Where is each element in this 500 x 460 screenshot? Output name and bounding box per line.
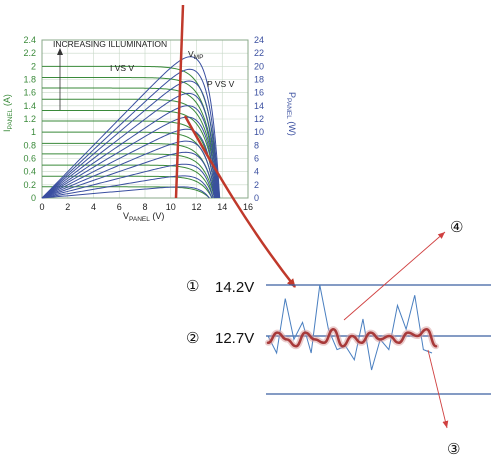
x-tick-label: 8 [142,202,147,212]
level-label-2: 12.7V [215,330,254,347]
y-right-tick-label: 6 [254,154,259,164]
vmp-label-sub: MP [194,54,204,61]
y-right-tick-label: 12 [254,114,264,124]
smoothed-voltage-signal [265,326,439,350]
y-right-axis-title-main: P [287,92,297,98]
iv-curve [42,109,218,199]
y-left-tick-label: 0.8 [23,140,36,150]
level-marker-1: ① [186,277,199,295]
y-right-tick-label: 4 [254,167,259,177]
y-right-tick-label: 24 [254,35,264,45]
y-right-tick-label: 22 [254,48,264,58]
level-marker-2: ② [186,329,199,347]
vmp-label-main: V [188,49,194,59]
callout-arrow-down [427,349,449,429]
y-right-tick-label: 0 [254,193,259,203]
smoothed-signal-line [266,327,438,348]
iv-curve [42,120,217,199]
pv-curve [41,105,218,199]
vmp-label: VMP [188,49,203,61]
iv-curve [42,142,216,199]
x-tick-label: 6 [117,202,122,212]
iv-curve [42,186,210,199]
iv-pv-chart-frame [41,39,249,199]
iv-curve [41,77,220,199]
iv-curve [42,131,217,199]
x-tick-label: 14 [217,202,227,212]
y-right-tick-label: 16 [254,88,264,98]
y-right-axis-title-unit: (W) [287,119,297,136]
y-left-tick-label: 1.2 [23,114,36,124]
y-right-axis-title: PPANEL (W) [285,92,297,136]
x-axis-title: VPANEL (V) [123,211,164,223]
y-left-axis-title: IPANEL (A) [2,94,14,132]
iv-curve [42,164,214,199]
pv-curve [41,80,219,199]
pv-curve [41,175,213,199]
y-left-tick-label: 1 [31,127,36,137]
pv-curve [41,116,217,199]
y-right-tick-label: 18 [254,75,264,85]
y-left-tick-label: 0.4 [23,167,36,177]
y-right-axis-title-sub: PANEL [285,98,292,119]
increasing-arrow-head [57,48,63,55]
x-axis-ticks: 0 2 4 6 8 10 12 14 16 [39,202,253,212]
x-tick-label: 16 [243,202,253,212]
y-left-tick-label: 0 [31,193,36,203]
y-left-tick-label: 1.4 [23,101,36,111]
pv-curve [41,68,220,199]
pv-curve [41,92,219,199]
pv-curve [41,151,216,199]
callout-marker-down: ③ [447,440,460,458]
increasing-illumination-label: INCREASING ILLUMINATION [53,39,167,49]
level-label-1: 14.2V [215,279,254,296]
y-right-tick-label: 10 [254,127,264,137]
pv-curve [41,140,216,199]
y-left-axis-title-main: I [2,129,12,132]
y-left-axis-title-unit: (A) [2,94,12,109]
y-right-tick-label: 2 [254,180,259,190]
mpp-line [174,4,185,199]
y-left-tick-label: 2.4 [23,35,36,45]
x-tick-label: 4 [91,202,96,212]
pv-curve [41,56,221,199]
y-right-tick-label: 14 [254,101,264,111]
x-axis-title-sub: PANEL [129,216,150,223]
pv-label: P VS V [207,79,235,89]
callout-arrow-up [343,231,446,321]
y-right-tick-label: 20 [254,61,264,71]
y-left-axis-title-sub: PANEL [7,108,14,129]
x-tick-label: 2 [65,202,70,212]
raw-signal-line [267,284,433,371]
pv-curve [41,163,214,199]
x-tick-label: 0 [39,202,44,212]
y-left-tick-label: 1.8 [23,75,36,85]
y-left-tick-label: 1.6 [23,88,36,98]
y-left-tick-label: 2.2 [23,48,36,58]
pv-curve [41,128,217,199]
raw-voltage-signal [267,284,433,371]
x-axis-title-unit: (V) [150,211,165,221]
y-left-axis-ticks: 0 0.2 0.4 0.6 0.8 1 1.2 1.4 1.6 1.8 2 2.2 2.4 [23,35,36,203]
y-left-tick-label: 0.2 [23,180,36,190]
callout-marker-up: ④ [450,218,463,236]
mpp-arrow [183,115,296,288]
y-left-tick-label: 2 [31,61,36,71]
iv-label: I VS V [110,63,134,73]
y-left-tick-label: 0.6 [23,154,36,164]
x-axis-title-main: V [123,211,129,221]
iv-curve [42,87,219,199]
pv-curves [41,56,221,199]
y-right-tick-label: 8 [254,140,259,150]
x-tick-label: 12 [191,202,201,212]
x-tick-label: 10 [166,202,176,212]
iv-curve [42,65,221,199]
pv-curve [41,186,210,199]
